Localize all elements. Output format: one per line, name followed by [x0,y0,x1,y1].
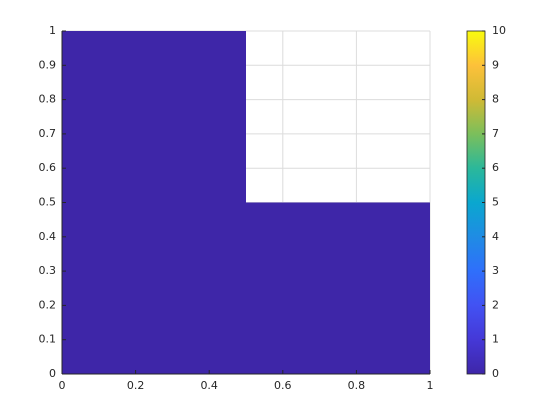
colorbar-tick-label: 8 [492,93,499,106]
colorbar-tick-label: 10 [492,24,506,37]
contour-region [62,31,430,374]
colorbar-tick-label: 0 [492,367,499,380]
y-tick-label: 0 [49,367,56,380]
y-tick-label: 1 [49,24,56,37]
colorbar-tick-label: 4 [492,230,499,243]
y-tick-label: 0.1 [39,333,57,346]
colorbar-tick-label: 7 [492,127,499,140]
x-tick-label: 0.4 [200,379,218,392]
x-tick-label: 0.2 [127,379,145,392]
y-tick-label: 0.9 [39,58,57,71]
x-tick-label: 1 [427,379,434,392]
y-tick-label: 0.3 [39,264,57,277]
y-tick-label: 0.4 [39,230,57,243]
colorbar-tick-label: 1 [492,333,499,346]
y-tick-label: 0.8 [39,93,57,106]
y-tick-label: 0.6 [39,161,57,174]
colorbar-tick-label: 3 [492,264,499,277]
colorbar-tick-label: 6 [492,161,499,174]
colorbar-tick-label: 9 [492,58,499,71]
x-tick-label: 0.8 [348,379,366,392]
x-tick-label: 0 [59,379,66,392]
colorbar-tick-label: 5 [492,196,499,209]
y-tick-label: 0.7 [39,127,57,140]
y-tick-label: 0.5 [39,196,57,209]
y-tick-label: 0.2 [39,298,57,311]
colorbar-tick-label: 2 [492,298,499,311]
x-tick-label: 0.6 [274,379,292,392]
